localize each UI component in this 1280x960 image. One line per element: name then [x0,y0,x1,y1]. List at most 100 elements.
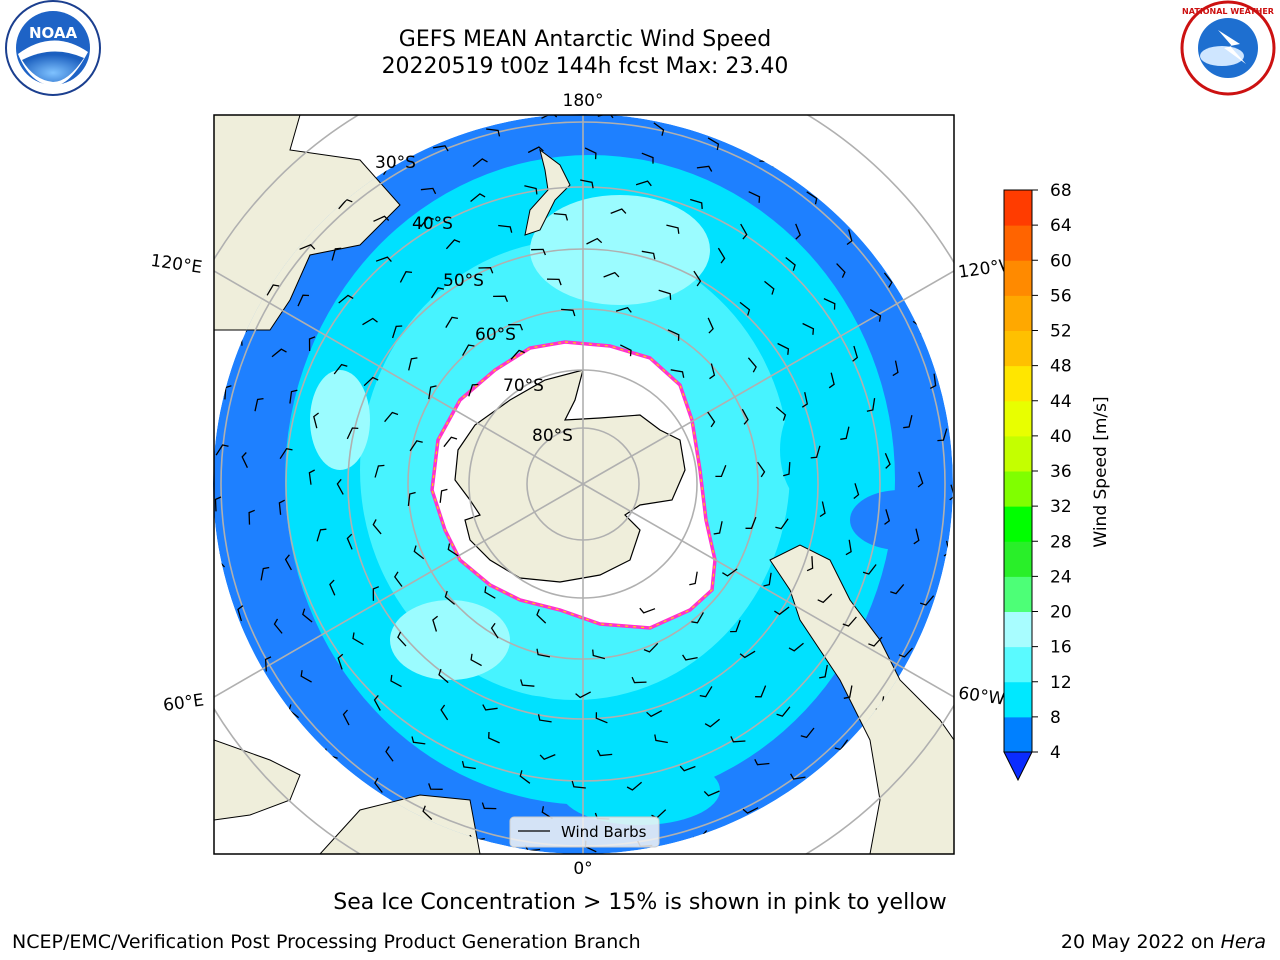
colorbar-tick-label: 12 [1050,673,1072,693]
colorbar-segment [1004,471,1032,507]
wind-barb [440,704,449,721]
wind-barb [666,224,680,234]
wind-barb [391,325,403,339]
lon-label-top: 180° [563,91,604,111]
colorbar-segment [1004,225,1032,261]
noaa-logo-text: NOAA [29,24,78,42]
wind-barb [394,571,403,587]
wind-barb [374,777,383,793]
wind-barb [707,411,716,428]
wind-barb [338,294,354,304]
wind-barb [482,704,498,711]
wind-barb [823,298,836,310]
wind-barb [384,411,399,423]
wind-barb [488,731,500,744]
wind-barb [704,718,721,728]
wind-barb [639,607,656,614]
colorbar-tick-label: 52 [1050,322,1072,342]
wind-barb [472,158,488,168]
wind-barb [730,619,741,633]
wind-barb [788,642,804,652]
wind-barb [373,215,390,222]
wind-barb [420,216,434,228]
wind-barb [408,357,418,371]
lon-label-upper-left: 120°E [149,251,203,278]
wind-barb [742,807,759,814]
wind-barb [929,373,937,389]
wind-barb [643,642,659,653]
wind-barb [536,609,547,624]
wind-barb [690,198,703,209]
lat-label-50s: 50°S [443,271,484,291]
wind-barb [646,710,663,718]
wind-barb [580,179,594,189]
wind-barb [785,256,796,271]
wind-barb [432,145,449,152]
wind-barb [713,521,723,535]
wind-barb [336,478,344,495]
wind-barb [468,383,479,397]
colorbar-tick-label: 24 [1050,567,1072,587]
colorbar-tick-label: 60 [1050,251,1072,271]
wind-barb [428,385,437,400]
wind-barb [806,191,818,205]
wind-barb [754,759,770,766]
wind-barb [438,668,449,684]
colorbar-tick-label: 16 [1050,638,1072,658]
wind-barb [297,294,310,307]
lat-label-80s: 80°S [532,426,573,446]
wind-barb [308,469,316,485]
wind-barb [411,736,426,745]
footer-host: Hera [1220,931,1266,953]
colorbar-segment [1004,260,1032,296]
wind-barb [739,301,751,316]
wind-barb [890,583,905,595]
wind-barb [498,224,513,233]
wind-barb [658,289,672,300]
wind-barb [595,712,608,724]
wind-barb [776,706,791,717]
wind-barb [937,428,948,442]
colorbar-tick-label: 20 [1050,603,1072,623]
wind-barb [707,137,720,151]
wind-barb [444,590,456,605]
wind-barb [715,464,727,478]
wind-barb [420,187,437,195]
wind-barb [481,802,497,810]
wind-barb [852,345,859,362]
colorbar-tick-label: 64 [1050,216,1072,236]
wind-barb [329,579,336,596]
wind-barb [372,586,380,601]
lon-label-lower-left: 60°E [162,690,205,715]
wind-barb [248,509,255,525]
colorbar-segment [1004,435,1032,472]
wind-barb [635,180,652,187]
svg-text:NATIONAL WEATHER: NATIONAL WEATHER [1182,7,1274,16]
wind-barb [284,554,292,571]
wind-barb [801,392,809,408]
wind-barb [462,344,475,356]
colorbar-segment [1004,646,1032,683]
wind-barb [362,317,378,326]
wind-barb [254,397,264,412]
wind-barb [840,426,850,440]
wind-barb [313,412,319,429]
wind-barb [273,618,283,634]
wind-barb [842,616,857,627]
wind-barb [447,543,459,557]
wind-barb [631,676,647,684]
wind-barb [620,344,632,357]
colorbar-segment [1004,330,1032,367]
lat-label-40s: 40°S [412,214,453,234]
wind-barb [493,295,509,303]
wind-barb [741,408,749,425]
wind-barb [802,322,815,335]
footer-credit: NCEP/EMC/Verification Post Processing Pr… [12,931,641,953]
wind-barb [385,746,394,762]
wind-barb [764,280,775,295]
wind-barb [693,270,702,287]
wind-barb [689,571,698,586]
wind-barb [913,528,920,545]
wind-barb [337,653,344,670]
wind-barb [519,770,531,784]
